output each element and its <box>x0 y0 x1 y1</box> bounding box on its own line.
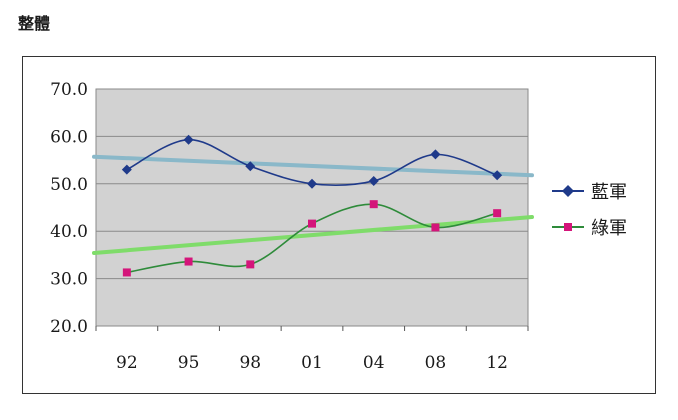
x-tick-label: 98 <box>239 353 261 373</box>
trend-lines <box>92 154 534 256</box>
y-tick-label: 60.0 <box>50 127 88 147</box>
x-tick-label: 08 <box>425 353 447 373</box>
data-point-blue <box>307 178 317 189</box>
legend-label-blue: 藍軍 <box>591 182 627 203</box>
y-tick-label: 70.0 <box>50 80 88 100</box>
plot-area <box>96 89 528 326</box>
legend-marker-green <box>564 223 572 231</box>
data-point-green <box>493 209 502 218</box>
x-tick-label: 12 <box>486 353 508 373</box>
y-tick-label: 50.0 <box>50 175 88 195</box>
x-axis-ticks <box>95 326 529 331</box>
data-point-blue <box>183 134 194 145</box>
series-markers <box>121 134 503 277</box>
x-tick-label: 92 <box>116 353 138 373</box>
trend-line-blue <box>92 154 534 178</box>
data-point-green <box>308 219 316 228</box>
data-point-green <box>246 260 255 269</box>
legend-item-green: 綠軍 <box>552 218 627 239</box>
y-tick-label: 40.0 <box>50 222 88 242</box>
data-point-blue <box>492 170 503 181</box>
data-point-green <box>369 200 378 209</box>
legend-label-green: 綠軍 <box>591 218 627 239</box>
trend-line-green <box>92 214 534 256</box>
x-tick-label: 01 <box>301 353 323 373</box>
legend-item-blue: 藍軍 <box>552 182 627 203</box>
data-point-blue <box>430 149 441 160</box>
page-title: 整體 <box>18 14 51 33</box>
data-point-green <box>184 257 193 266</box>
y-axis-labels: 70.0 60.0 50.0 40.0 30.0 20.0 <box>50 80 88 337</box>
x-tick-label: 95 <box>178 353 200 373</box>
data-point-blue <box>245 161 256 172</box>
data-point-blue <box>121 164 132 175</box>
legend-marker-blue <box>562 185 574 197</box>
y-tick-label: 30.0 <box>50 270 88 290</box>
x-tick-label: 04 <box>363 353 385 373</box>
data-point-green <box>431 223 440 232</box>
y-tick-label: 20.0 <box>50 317 88 337</box>
x-axis-labels: 92 95 98 01 04 08 12 <box>116 353 508 373</box>
data-point-blue <box>368 175 379 186</box>
plot-border <box>95 88 529 327</box>
legend: 藍軍 綠軍 <box>552 182 627 239</box>
data-point-green <box>122 268 131 277</box>
